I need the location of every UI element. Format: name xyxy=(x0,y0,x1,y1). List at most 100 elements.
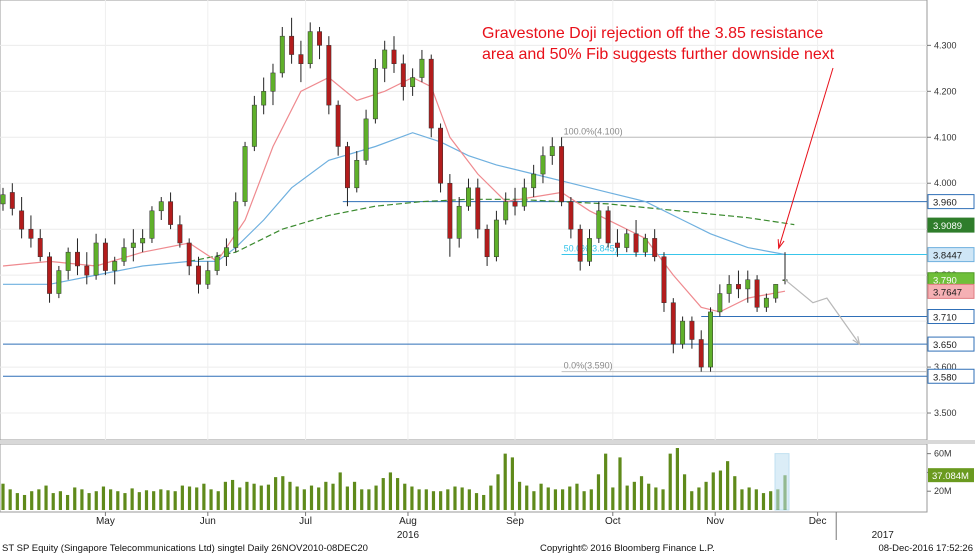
volume-bar xyxy=(209,489,213,510)
volume-bar xyxy=(80,489,84,510)
candle-body xyxy=(708,311,713,368)
volume-last-label: 37.084M xyxy=(932,471,969,482)
volume-bar xyxy=(8,489,12,510)
volume-bar xyxy=(517,481,522,510)
volume-bar xyxy=(625,485,629,510)
volume-bar xyxy=(295,486,299,510)
volume-bar xyxy=(223,481,228,510)
candle xyxy=(261,77,267,115)
volume-bar xyxy=(245,481,249,510)
price-badge: 3.650 xyxy=(927,336,975,352)
volume-bar xyxy=(553,489,558,510)
volume-bar xyxy=(711,472,715,510)
volume-bar xyxy=(704,481,708,510)
candle-body xyxy=(410,77,416,87)
candle-body xyxy=(168,201,174,225)
candle-body xyxy=(652,238,658,258)
candle-body xyxy=(587,238,592,262)
candle-body xyxy=(186,242,192,267)
price-badge: 3.9089 xyxy=(927,217,975,233)
volume-bar xyxy=(539,483,543,510)
candle-body xyxy=(121,247,127,262)
volume-bar xyxy=(302,489,306,510)
volume-bar xyxy=(73,487,77,510)
candle xyxy=(736,270,741,299)
candle xyxy=(112,256,118,285)
volume-bar xyxy=(747,487,751,510)
candle xyxy=(698,330,704,372)
candle xyxy=(205,261,211,289)
candle-body xyxy=(605,210,611,244)
candle-body xyxy=(354,160,360,189)
candle xyxy=(559,137,565,207)
candle xyxy=(372,59,378,124)
volume-bar xyxy=(374,485,378,510)
candle xyxy=(47,252,52,303)
candle xyxy=(438,123,444,193)
candle xyxy=(28,215,34,248)
candle xyxy=(587,229,592,266)
candle-body xyxy=(307,31,313,64)
volume-bar xyxy=(259,485,263,510)
volume-bar xyxy=(647,483,651,510)
volume-bars xyxy=(1,448,790,511)
candle-body xyxy=(521,187,527,207)
candle xyxy=(661,252,667,312)
candle-body xyxy=(717,293,723,313)
volume-highlight xyxy=(774,453,790,511)
volume-bar xyxy=(173,491,177,510)
volume-bar xyxy=(489,485,493,510)
volume-bar xyxy=(446,489,450,510)
volume-bar xyxy=(123,493,127,510)
candle-body xyxy=(763,297,769,308)
volume-bar xyxy=(632,481,636,510)
candle-body xyxy=(177,224,183,244)
candle-body xyxy=(298,54,304,64)
horizontal-levels xyxy=(3,201,927,377)
month-label: Dec xyxy=(809,516,827,527)
volume-bar xyxy=(187,486,192,510)
price-badge: 3.580 xyxy=(927,368,975,384)
candle-body xyxy=(531,173,537,189)
candle xyxy=(75,238,80,276)
volume-bar xyxy=(252,483,256,510)
candle-body xyxy=(261,91,267,106)
candle xyxy=(596,201,602,243)
time-axis: May Jun Jul Aug Sep Oct Nov Dec 2016 2017 xyxy=(96,512,894,541)
price-badge-box xyxy=(927,368,975,384)
volume-bar xyxy=(230,479,235,510)
candle-body xyxy=(568,201,574,230)
price-badge-label: 3.9089 xyxy=(933,221,962,232)
volume-bar xyxy=(604,453,608,510)
ma200-line xyxy=(189,198,795,262)
month-label: Aug xyxy=(399,516,417,527)
candle xyxy=(642,233,648,257)
price-badge-box xyxy=(927,194,975,210)
candle-body xyxy=(270,72,276,92)
volume-bar xyxy=(30,491,34,510)
candle-body xyxy=(493,219,499,258)
candle xyxy=(689,316,695,349)
volume-bar xyxy=(101,486,106,510)
candle xyxy=(512,187,518,216)
volume-bar xyxy=(682,474,687,510)
candle xyxy=(540,146,546,184)
candle-body xyxy=(382,49,388,69)
annotation-arrow xyxy=(777,67,834,250)
candle-body xyxy=(28,228,34,239)
candle-body xyxy=(9,192,15,209)
volume-bar xyxy=(690,491,694,510)
volume-bar xyxy=(216,491,220,510)
price-badge: 3.7647 xyxy=(927,283,975,299)
candle xyxy=(56,265,62,299)
volume-bar xyxy=(453,486,457,510)
volume-bar xyxy=(274,477,278,510)
month-label: May xyxy=(96,516,115,527)
candle xyxy=(549,137,555,165)
volume-bar xyxy=(403,483,407,510)
candle-body xyxy=(84,265,90,276)
candle-body xyxy=(428,58,434,129)
candle-body xyxy=(400,63,406,87)
candle xyxy=(456,197,462,248)
